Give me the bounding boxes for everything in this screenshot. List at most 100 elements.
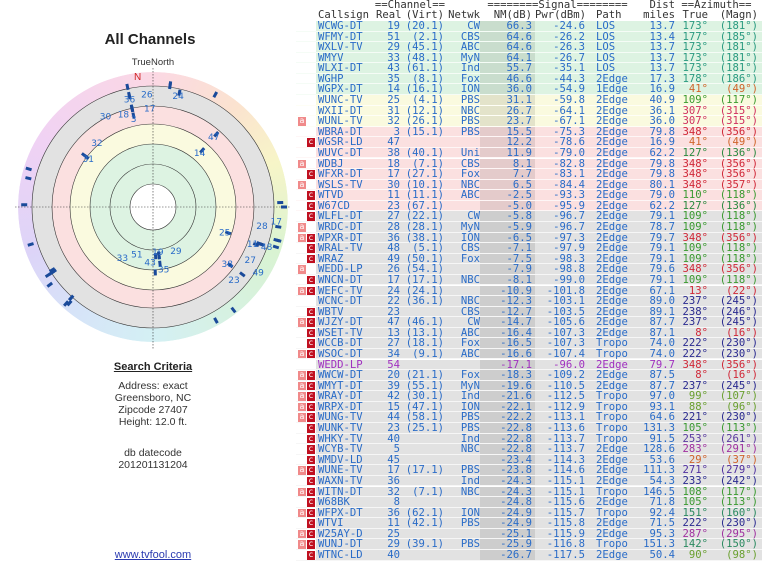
callsign[interactable]: WFMY-DT	[318, 30, 363, 43]
channel-conflict-icon[interactable]: c	[307, 401, 315, 412]
table-row[interactable]: WBRA-DT 3 (15.1) PBS 15.5 -75.3 2Edge 79.8 348° (…	[296, 127, 762, 138]
analog-icon[interactable]: a	[298, 348, 306, 359]
callsign[interactable]: WRAY-DT	[318, 390, 363, 403]
callsign[interactable]: WJZY-DT	[318, 316, 363, 329]
channel-conflict-icon[interactable]: c	[307, 243, 315, 253]
channel-conflict-icon[interactable]: c	[307, 211, 315, 221]
table-row[interactable]: c WFXR-DT 17 (27.1) Fox 7.7 -83.1 2Edge 79.8 348°…	[296, 169, 762, 180]
channel-conflict-icon[interactable]: c	[307, 200, 315, 211]
callsign[interactable]: WEFC-TV	[318, 284, 363, 297]
table-row[interactable]: WXLV-TV 29 (45.1) ABC 64.6 -26.3 LOS 13.7 173° (1…	[296, 42, 762, 53]
callsign[interactable]: WUNJ-DT	[318, 538, 363, 551]
table-row[interactable]: a c WRAY-DT 42 (30.1) Ind -21.6 -112.5 Tropo 97.0…	[296, 391, 762, 402]
callsign[interactable]: WUNK-TV	[318, 422, 363, 435]
table-row[interactable]: c WNCN-DT 17 (17.1) NBC -8.1 -99.0 2Edge 79.1 109…	[296, 275, 762, 286]
table-row[interactable]: c WSET-TV 13 (13.1) ABC -16.4 -107.3 2Edge 87.1 8…	[296, 328, 762, 339]
table-row[interactable]: a c WUNJ-DT 29 (39.1) PBS -25.9 -116.8 Tropo 151.…	[296, 539, 762, 550]
analog-icon[interactable]: a	[298, 401, 306, 412]
table-row[interactable]: WLXI-DT 43 (61.1) Ind 55.7 -35.1 LOS 13.7 173° (1…	[296, 63, 762, 74]
table-row[interactable]: WCWG-DT 19 (20.1) CW 66.3 -24.6 LOS 13.7 173° (18…	[296, 21, 762, 32]
callsign[interactable]: WMYT-DT	[318, 379, 363, 392]
table-row[interactable]: WMYV 33 (48.1) MyN 64.1 -26.7 LOS 13.7 173° (181°…	[296, 53, 762, 64]
table-row[interactable]: a c W25AY-D 25 -25.1 -115.9 2Edge 95.3 287° (295°…	[296, 529, 762, 540]
channel-conflict-icon[interactable]: c	[307, 518, 315, 528]
callsign[interactable]: WXII-DT	[318, 104, 363, 117]
channel-conflict-icon[interactable]: c	[307, 348, 315, 359]
callsign[interactable]: WLFL-DT	[318, 210, 363, 223]
channel-conflict-icon[interactable]: c	[307, 391, 315, 401]
callsign[interactable]: WUNG-TV	[318, 411, 363, 424]
callsign[interactable]: WRDC-DT	[318, 221, 363, 234]
table-row[interactable]: c WCYB-TV 5 NBC -22.8 -113.7 2Edge 128.6 283° (29…	[296, 444, 762, 455]
analog-icon[interactable]: a	[298, 222, 306, 232]
analog-icon[interactable]: a	[298, 370, 306, 380]
table-row[interactable]: c WBTV 23 CBS -12.7 -103.5 2Edge 89.1 238° (246°)	[296, 307, 762, 318]
callsign[interactable]: WTNC-LD	[318, 549, 363, 561]
analog-icon[interactable]: a	[298, 507, 306, 518]
channel-conflict-icon[interactable]: c	[307, 454, 315, 465]
analog-icon[interactable]: a	[298, 285, 306, 295]
callsign[interactable]: WMDV-LD	[318, 453, 363, 466]
callsign[interactable]: WITN-DT	[318, 485, 363, 498]
callsign[interactable]: WDBJ	[318, 157, 344, 170]
tvfool-link[interactable]: www.tvfool.com	[114, 549, 192, 561]
channel-conflict-icon[interactable]: c	[307, 306, 315, 317]
table-row[interactable]: a c WSOC-DT 34 (9.1) ABC -16.6 -107.4 Tropo 74.0 2…	[296, 349, 762, 360]
analog-icon[interactable]: a	[298, 232, 306, 243]
callsign[interactable]: WUNL-TV	[318, 115, 363, 128]
callsign[interactable]: WAXN-TV	[318, 474, 363, 487]
callsign[interactable]: WSET-TV	[318, 326, 363, 339]
table-row[interactable]: a WSLS-TV 30 (10.1) NBC 6.5 -84.4 2Edge 80.1 348°…	[296, 180, 762, 191]
channel-conflict-icon[interactable]: c	[307, 338, 315, 348]
table-row[interactable]: a c WITN-DT 32 (7.1) NBC -24.3 -115.1 Tropo 146.5…	[296, 485, 762, 498]
channel-conflict-icon[interactable]: c	[307, 274, 315, 285]
channel-conflict-icon[interactable]: c	[307, 486, 315, 497]
callsign[interactable]: WFPX-DT	[318, 506, 363, 519]
table-row[interactable]: c WMDV-LD 45 -23.4 -114.3 2Edge 53.6 29° (37°)	[296, 455, 762, 466]
callsign[interactable]: WFXR-DT	[318, 168, 363, 181]
channel-conflict-icon[interactable]: c	[307, 433, 315, 444]
table-row[interactable]: c W67CD 23 (67.1) -5.0 -95.9 2Edge 62.2 127° (136…	[296, 201, 762, 212]
analog-icon[interactable]: a	[298, 391, 306, 401]
table-row[interactable]: c WHKY-TV 40 Ind -22.8 -113.7 Tropo 91.5 253° (26…	[296, 434, 762, 445]
table-row[interactable]: c WRAZ 49 (50.1) Fox -7.5 -98.3 2Edge 79.1 109° (1…	[296, 254, 762, 265]
callsign[interactable]: WCNC-DT	[318, 295, 363, 308]
table-row[interactable]: a c WRPX-DT 15 (47.1) ION -22.1 -112.9 Tropo 93.1…	[296, 402, 762, 413]
callsign[interactable]: W25AY-D	[318, 527, 363, 540]
callsign[interactable]: WCYB-TV	[318, 443, 363, 456]
callsign[interactable]: WXLV-TV	[318, 41, 363, 54]
table-row[interactable]: WFMY-DT 51 (2.1) CBS 64.6 -26.2 LOS 13.4 177° (18…	[296, 32, 762, 43]
channel-conflict-icon[interactable]: c	[307, 465, 315, 475]
callsign[interactable]: W68BK	[318, 496, 350, 509]
analog-icon[interactable]: a	[298, 412, 306, 422]
analog-icon[interactable]: a	[298, 380, 306, 391]
table-row[interactable]: a c WEFC-TV 24 (24.1) -10.9 -101.8 2Edge 67.1 13°…	[296, 284, 762, 297]
callsign[interactable]: WGSR-LD	[318, 136, 363, 149]
table-row[interactable]: c WLFL-DT 27 (22.1) CW -5.8 -96.7 2Edge 79.1 109°…	[296, 211, 762, 222]
analog-icon[interactable]: a	[298, 317, 306, 327]
channel-conflict-icon[interactable]: c	[307, 550, 315, 560]
table-row[interactable]: c WAXN-TV 36 Ind -24.3 -115.1 2Edge 54.3 233° (24…	[296, 476, 762, 487]
analog-icon[interactable]: a	[298, 179, 306, 190]
table-row[interactable]: a c WFPX-DT 36 (62.1) ION -24.9 -115.7 Tropo 92.4…	[296, 508, 762, 519]
channel-conflict-icon[interactable]: c	[307, 507, 315, 518]
callsign[interactable]: WSOC-DT	[318, 347, 363, 360]
analog-icon[interactable]: a	[298, 528, 306, 539]
channel-conflict-icon[interactable]: c	[307, 137, 315, 147]
callsign[interactable]: WWCW-DT	[318, 369, 363, 382]
callsign[interactable]: WHKY-TV	[318, 432, 363, 445]
table-row[interactable]: a WEDD-LP 26 (54.1) -7.9 -98.8 2Edge 79.6 348° (3…	[296, 264, 762, 275]
callsign[interactable]: WEDD-LP	[318, 263, 363, 276]
table-row[interactable]: a WUNL-TV 32 (26.1) PBS 23.7 -67.1 2Edge 36.0 307…	[296, 116, 762, 127]
analog-icon[interactable]: a	[298, 539, 306, 549]
callsign[interactable]: WGHP	[318, 72, 344, 85]
table-row[interactable]: a c WMYT-DT 39 (55.1) MyN -19.6 -110.5 2Edge 87.7…	[296, 381, 762, 392]
callsign[interactable]: WBTV	[318, 305, 344, 318]
channel-conflict-icon[interactable]: c	[307, 232, 315, 243]
channel-conflict-icon[interactable]: c	[307, 412, 315, 422]
table-row[interactable]: WUVC-DT 38 (40.1) Uni 11.9 -79.0 2Edge 62.2 127°…	[296, 148, 762, 159]
callsign[interactable]: WUVC-DT	[318, 146, 363, 159]
table-row[interactable]: c WGSR-LD 47 12.2 -78.6 2Edge 16.9 41° (49°)	[296, 137, 762, 148]
callsign[interactable]: WCCB-DT	[318, 337, 363, 350]
callsign[interactable]: WTVD	[318, 189, 344, 202]
